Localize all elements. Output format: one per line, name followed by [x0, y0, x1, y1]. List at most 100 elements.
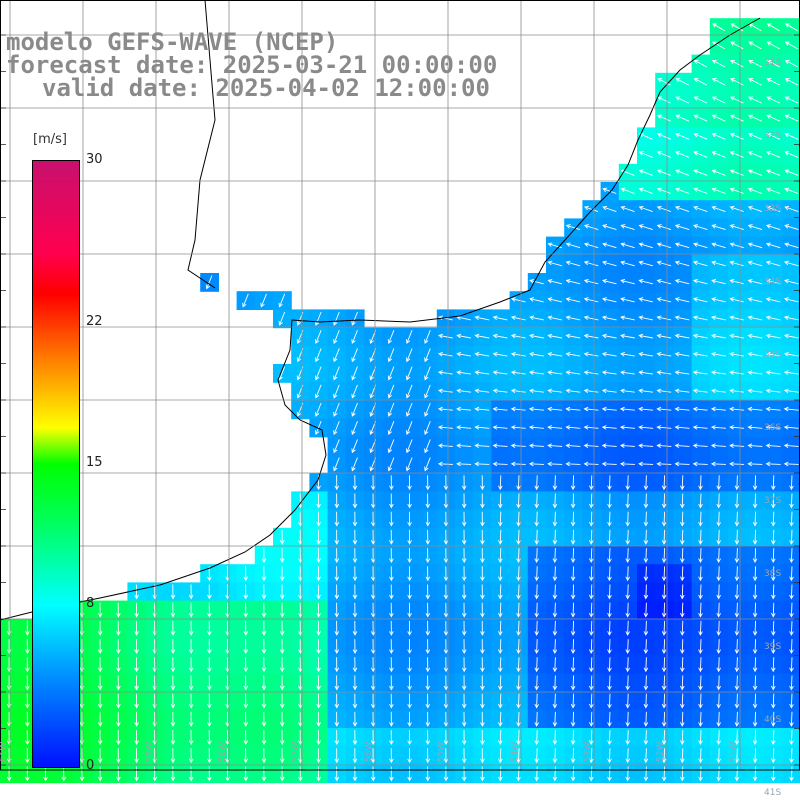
wind-arrow: [207, 675, 212, 691]
wind-arrow: [765, 333, 781, 339]
wind-arrow: [170, 675, 176, 691]
wind-arrow: [766, 78, 780, 86]
wind-arrow: [352, 511, 358, 527]
wind-arrow: [570, 602, 576, 618]
latitude-label: 40S: [764, 715, 781, 725]
wind-arrow: [656, 297, 672, 303]
wind-arrow: [334, 475, 340, 491]
wind-arrow: [461, 620, 467, 636]
wind-arrow: [716, 548, 721, 564]
wind-arrow: [729, 205, 744, 213]
longitude-label: 59W: [145, 742, 155, 762]
wind-arrow: [601, 351, 617, 357]
wind-arrow: [279, 529, 285, 545]
wind-arrow: [783, 388, 799, 394]
wind-arrow: [583, 297, 599, 303]
wind-arrow: [461, 584, 467, 600]
wind-arrow: [729, 242, 744, 249]
wind-arrow: [752, 548, 758, 564]
wind-arrow: [407, 766, 412, 782]
wind-arrow: [770, 602, 776, 618]
wind-arrow: [784, 151, 799, 158]
wind-arrow: [698, 584, 703, 600]
wind-arrow: [207, 730, 212, 746]
wind-arrow: [729, 461, 745, 467]
wind-arrow: [770, 475, 776, 491]
wind-arrow: [279, 693, 285, 709]
wind-arrow: [729, 114, 744, 122]
longitude-label: 57W: [291, 742, 301, 762]
wind-arrow: [529, 278, 544, 285]
wind-arrow: [152, 766, 158, 782]
wind-arrow: [534, 584, 539, 600]
wind-arrow: [389, 748, 394, 764]
wind-arrow: [565, 297, 581, 303]
wind-arrow: [425, 730, 431, 746]
wind-arrow: [766, 132, 781, 140]
wind-arrow: [620, 297, 635, 303]
wind-arrow: [334, 748, 340, 764]
wind-arrow: [734, 657, 740, 673]
wind-arrow: [661, 748, 667, 764]
wind-arrow: [528, 425, 544, 430]
wind-arrow: [207, 639, 212, 655]
wind-arrow: [747, 242, 763, 249]
colorbar: [32, 160, 80, 768]
wind-arrow: [607, 693, 612, 709]
wind-arrow: [261, 548, 267, 564]
wind-arrow: [474, 333, 490, 339]
wind-arrow: [607, 602, 612, 618]
wind-arrow: [620, 187, 635, 194]
wind-arrow: [698, 675, 703, 691]
wind-arrow: [783, 351, 799, 357]
wind-arrow: [456, 333, 472, 339]
wind-arrow: [25, 711, 30, 727]
wind-arrow: [698, 711, 703, 727]
wind-arrow: [698, 566, 703, 582]
wind-arrow: [747, 425, 763, 430]
wind-arrow: [679, 675, 685, 691]
wind-arrow: [261, 584, 267, 600]
wind-arrow: [620, 205, 635, 213]
wind-arrow: [170, 602, 176, 618]
wind-arrow: [352, 657, 358, 673]
wind-arrow: [443, 657, 449, 673]
wind-arrow: [675, 114, 690, 122]
wind-arrow: [692, 333, 708, 339]
wind-arrow: [25, 693, 30, 709]
wind-arrow: [25, 639, 30, 655]
wind-arrow: [547, 388, 563, 394]
wind-arrow: [516, 529, 521, 545]
wind-arrow: [188, 602, 194, 618]
wind-arrow: [370, 548, 376, 564]
wind-arrow: [170, 620, 176, 636]
wind-arrow: [480, 584, 485, 600]
wind-arrow: [547, 461, 563, 467]
wind-arrow: [461, 766, 467, 782]
model-title: modelo GEFS-WAVE (NCEP): [6, 28, 339, 56]
wind-arrow: [693, 114, 708, 122]
wind-arrow: [661, 529, 667, 545]
colorbar-units: [m/s]: [33, 132, 67, 147]
wind-arrow: [638, 242, 653, 249]
wind-arrow: [674, 388, 690, 394]
wind-arrow: [698, 748, 703, 764]
wind-arrow: [716, 766, 721, 782]
wind-arrow: [352, 475, 358, 491]
wind-arrow: [425, 766, 431, 782]
wind-arrow: [783, 333, 799, 339]
wind-arrow: [734, 548, 740, 564]
wind-arrow: [407, 711, 412, 727]
wind-arrow: [675, 205, 690, 213]
colorbar-tick: 8: [86, 596, 95, 612]
wind-arrow: [316, 584, 321, 600]
wind-arrow: [588, 602, 594, 618]
wind-arrow: [766, 41, 780, 50]
wind-arrow: [334, 584, 340, 600]
wind-arrow: [456, 425, 472, 430]
wind-arrow: [698, 602, 703, 618]
wind-arrow: [565, 333, 581, 339]
wind-arrow: [552, 620, 558, 636]
wind-arrow: [116, 657, 121, 673]
wind-arrow: [492, 443, 508, 448]
